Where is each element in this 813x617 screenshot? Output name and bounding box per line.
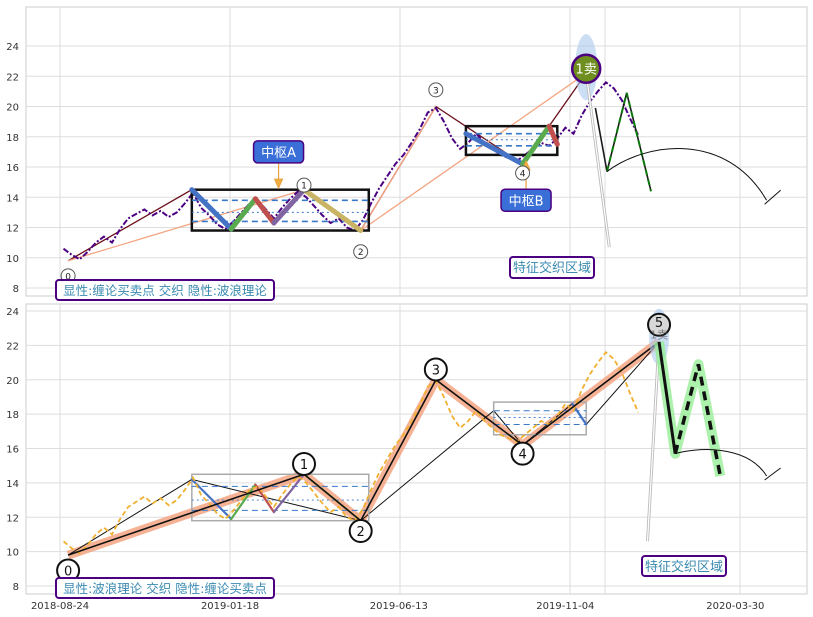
x-tick-label: 2019-06-13 xyxy=(370,601,428,612)
zhongshu-a-wave-seg xyxy=(230,483,257,521)
feature-zone-box xyxy=(641,555,727,577)
wave-point-circle xyxy=(348,519,373,543)
legend-label: 显性:缠论买卖点 交织 隐性:波浪理论 xyxy=(63,283,267,298)
x-tick-label: 2019-11-04 xyxy=(536,601,594,612)
y-tick-label: 16 xyxy=(6,163,19,174)
wave-point-circle xyxy=(353,244,369,260)
wave-point-circle xyxy=(292,451,317,476)
wave-point-label: 1 xyxy=(300,458,308,473)
zhongshu-a-wave-seg xyxy=(190,478,233,521)
top-panel: 810121416182022241卖中枢A中枢B01234特征交织区域显性:缠… xyxy=(6,6,808,301)
zhongshu-tag-label: 中枢A xyxy=(261,146,296,161)
wave-point-circle xyxy=(296,177,312,193)
wave-point-label: 3 xyxy=(433,86,439,96)
wave-point-label: 4 xyxy=(520,170,526,180)
sell-point-marker xyxy=(570,53,602,84)
price-line xyxy=(62,351,640,555)
x-tick-label: 2019-01-18 xyxy=(201,601,259,612)
x-tick-label: 2018-08-24 xyxy=(31,601,89,612)
feature-zone-label: 特征交织区域 xyxy=(513,260,591,276)
arc-end-tick xyxy=(764,467,781,481)
zhongshu-b-box xyxy=(492,401,587,436)
y-tick-label: 8 xyxy=(13,284,19,295)
drop-line-inner xyxy=(585,73,610,248)
zhongshu-tag-label: 中枢B xyxy=(509,194,544,209)
wave-point-label: 2 xyxy=(357,525,365,540)
y-tick-label: 10 xyxy=(6,254,19,265)
wave-point-circle xyxy=(510,441,535,466)
y-tick-label: 18 xyxy=(6,410,19,421)
sell-point-label: 1卖 xyxy=(650,329,668,342)
y-tick-label: 20 xyxy=(6,376,19,387)
bi-line xyxy=(360,106,437,231)
wave-point-circle xyxy=(647,312,672,337)
forecast-line xyxy=(606,92,652,192)
y-tick-label: 18 xyxy=(6,133,19,144)
zhongshu-a-wave-seg xyxy=(228,196,258,232)
y-tick-label: 10 xyxy=(6,548,19,559)
zhongshu-tag-box xyxy=(500,188,552,213)
y-tick-label: 22 xyxy=(6,341,19,352)
y-tick-label: 16 xyxy=(6,445,19,456)
wave-point-circle xyxy=(515,165,531,181)
zhongshu-a-wave-seg xyxy=(272,473,306,514)
zhongshu-b-wave-seg xyxy=(520,123,552,167)
feature-zone-box xyxy=(509,256,595,279)
forecast-first-leg xyxy=(657,341,677,454)
wave-point-label: 0 xyxy=(65,272,71,282)
zhongshu-b-wave-seg xyxy=(463,131,526,167)
zhongshu-b-wave-seg xyxy=(546,123,560,147)
legend-box xyxy=(55,279,275,301)
projection-arc xyxy=(675,449,768,477)
y-tick-label: 12 xyxy=(6,224,19,235)
x-tick-label: 2020-03-30 xyxy=(706,601,764,612)
feature-zone-label: 特征交织区域 xyxy=(645,559,723,575)
wave-point-label: 1 xyxy=(301,182,307,192)
y-tick-label: 14 xyxy=(6,193,19,204)
arc-end-tick xyxy=(764,189,781,205)
wave-point-label: 2 xyxy=(358,248,364,258)
drop-line-inner xyxy=(646,341,660,542)
y-tick-label: 8 xyxy=(13,582,19,593)
wave-point-label: 5 xyxy=(655,316,663,331)
forecast-line xyxy=(673,363,723,477)
y-tick-label: 24 xyxy=(6,307,19,318)
zhongshu-a-box xyxy=(190,188,371,232)
wave-point-circle xyxy=(423,357,448,382)
price-line xyxy=(62,80,640,261)
y-tick-label: 22 xyxy=(6,72,19,83)
zhongshu-tag-box xyxy=(252,140,305,164)
y-tick-label: 12 xyxy=(6,513,19,524)
wave-line xyxy=(67,341,660,556)
wave-point-label: 4 xyxy=(518,448,526,463)
y-tick-label: 24 xyxy=(6,42,19,53)
zhongshu-a-wave-seg xyxy=(252,196,277,226)
wave-point-label: 0 xyxy=(64,565,72,580)
wave-point-circle xyxy=(428,82,444,98)
wave-point-label: 3 xyxy=(432,363,440,378)
projection-arc xyxy=(606,148,768,201)
legend-label: 显性:波浪理论 交织 隐性:缠论买卖点 xyxy=(63,581,267,596)
zhongshu-arrow-head xyxy=(273,178,284,190)
legend-box xyxy=(55,577,275,599)
plot-frame xyxy=(25,6,808,297)
zhongshu-a-wave-seg xyxy=(271,187,307,226)
zhongshu-a-wave-seg xyxy=(301,187,364,233)
zhongshu-a-wave-seg xyxy=(189,187,234,232)
y-tick-label: 20 xyxy=(6,103,19,114)
sell-point-label: 1卖 xyxy=(576,63,597,78)
y-tick-label: 14 xyxy=(6,479,19,490)
